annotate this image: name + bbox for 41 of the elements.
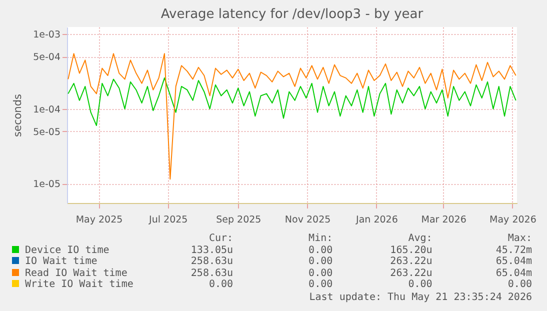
text: 133.05u bbox=[190, 244, 234, 256]
text: 65.04m bbox=[494, 268, 532, 279]
x-tick-label: Jan 2026 bbox=[355, 214, 398, 226]
text: Cur: bbox=[208, 233, 234, 244]
x-tick-label: May 2026 bbox=[490, 214, 536, 226]
y-tick-label: 1e-04 bbox=[33, 104, 60, 116]
line-series bbox=[68, 77, 516, 126]
text: 258.63u bbox=[190, 256, 234, 268]
chart-title: Average latency for /dev/loop3 - by year bbox=[160, 7, 424, 22]
y-tick-label: 5e-05 bbox=[33, 126, 60, 138]
text: 45.72m bbox=[494, 244, 532, 256]
text: 0.00 bbox=[308, 256, 333, 268]
y-axis-title: seconds bbox=[12, 94, 24, 137]
text: Avg: bbox=[407, 233, 432, 244]
text: 0.00 bbox=[308, 268, 333, 279]
text: Max: bbox=[506, 233, 532, 244]
text: 165.20u bbox=[389, 244, 432, 256]
text: 263.22u bbox=[389, 268, 432, 279]
x-tick-label: Mar 2026 bbox=[421, 214, 466, 226]
text: Last update: Thu May 21 23:35:24 2026 bbox=[308, 292, 532, 302]
text: 0.00 bbox=[308, 244, 333, 256]
legend-label: Device IO time bbox=[24, 244, 110, 256]
text: 0.00 bbox=[506, 279, 532, 290]
x-tick-label: Sep 2025 bbox=[216, 214, 262, 226]
x-tick-label: Jul 2025 bbox=[148, 214, 188, 226]
text: 65.04m bbox=[494, 256, 532, 268]
text: Min: bbox=[308, 233, 333, 244]
x-tick-label: Nov 2025 bbox=[284, 214, 331, 226]
legend-label: Read IO Wait time bbox=[24, 268, 128, 279]
legend-label: Write IO Wait time bbox=[24, 279, 134, 290]
text: 0.00 bbox=[208, 279, 234, 290]
y-tick-label: 1e-03 bbox=[33, 30, 60, 41]
y-tick-label: 1e-05 bbox=[33, 179, 60, 190]
y-tick-label: 5e-04 bbox=[33, 52, 60, 64]
text: 258.63u bbox=[190, 268, 234, 279]
line-series bbox=[68, 53, 516, 180]
x-tick-label: May 2025 bbox=[76, 214, 123, 226]
text: 263.22u bbox=[389, 256, 432, 268]
text: 0.00 bbox=[407, 279, 432, 290]
legend-label: IO Wait time bbox=[24, 256, 98, 268]
text: 0.00 bbox=[308, 279, 333, 290]
